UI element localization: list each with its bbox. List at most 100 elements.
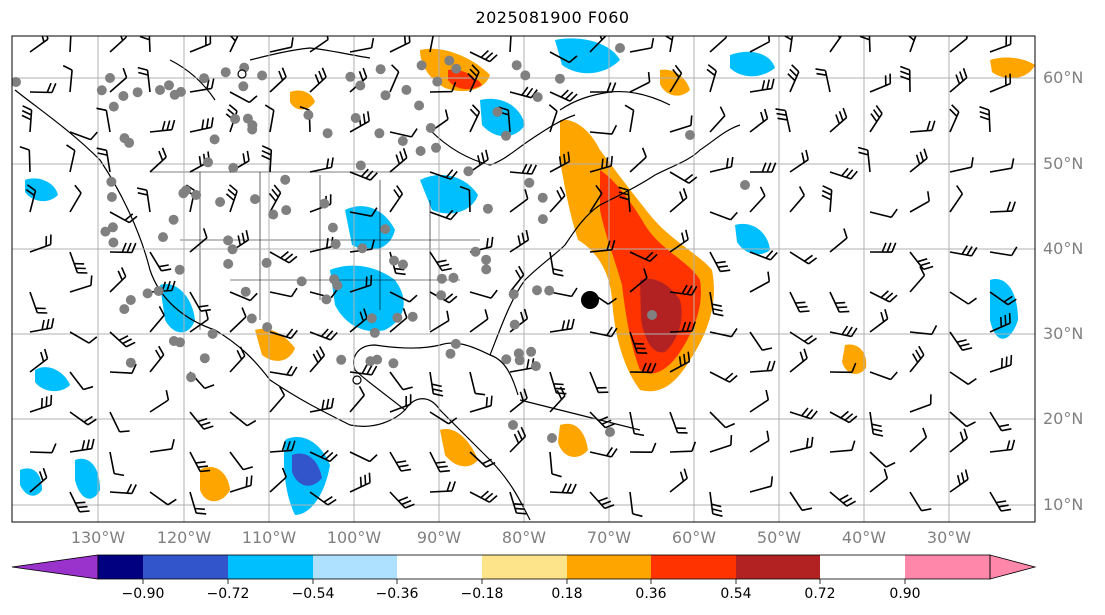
wind-barb <box>389 64 400 93</box>
station-marker <box>388 358 399 369</box>
wind-barb <box>189 228 208 253</box>
wind-barb <box>669 229 689 253</box>
station-marker <box>448 272 459 283</box>
wind-barb <box>109 451 125 477</box>
colorbar-cell <box>651 555 736 579</box>
wind-barb <box>709 435 733 453</box>
station-marker <box>262 322 273 333</box>
wind-barb <box>469 50 498 63</box>
wind-barb <box>389 491 415 509</box>
colorbar-cell <box>905 555 990 579</box>
colorbar-cell <box>736 555 820 579</box>
wind-barb <box>509 36 512 53</box>
wind-barb <box>789 491 813 512</box>
wind-barb <box>189 36 212 53</box>
station-marker <box>397 136 408 146</box>
station-marker <box>220 67 231 78</box>
colorbar-tick-label: −0.90 <box>121 586 165 602</box>
wind-barb <box>749 36 771 53</box>
station-marker <box>186 372 197 383</box>
station-marker <box>228 162 239 173</box>
wind-barb <box>459 185 471 213</box>
wind-barb <box>709 251 731 273</box>
wind-barb <box>629 37 655 53</box>
station-marker <box>230 113 241 124</box>
wind-barb <box>389 451 412 472</box>
wind-barb <box>229 346 246 373</box>
wind-barb <box>709 411 736 429</box>
station-marker <box>431 142 441 153</box>
station-marker <box>508 289 519 300</box>
wind-barb <box>309 491 337 506</box>
wind-barb <box>869 371 898 381</box>
wind-barb <box>749 360 776 373</box>
station-marker <box>142 288 153 299</box>
station-marker <box>119 304 130 315</box>
wind-barb <box>268 184 282 213</box>
wind-barb <box>109 36 128 53</box>
wind-barb <box>829 228 848 253</box>
wind-barb <box>509 229 530 253</box>
wind-barb <box>709 291 724 317</box>
station-marker <box>100 226 111 237</box>
station-marker <box>125 295 136 305</box>
colorbar-tick-label: 0.36 <box>635 586 667 602</box>
wind-barb <box>829 291 850 313</box>
wind-barb <box>629 491 643 518</box>
wind-barb <box>309 67 327 93</box>
wind-barb <box>749 389 770 413</box>
wind-barb <box>429 310 450 333</box>
wind-barb <box>949 245 978 257</box>
lon-label-60w: 60°W <box>671 528 717 547</box>
wind-barb <box>789 149 809 173</box>
wind-barb <box>829 167 858 180</box>
station-marker <box>268 209 279 220</box>
wind-barb <box>109 242 137 254</box>
wind-barb <box>989 313 1011 333</box>
station-marker <box>132 87 143 98</box>
wind-barb <box>509 163 538 175</box>
station-marker <box>425 123 436 133</box>
station-marker <box>357 243 368 254</box>
station-marker <box>319 198 330 209</box>
wind-barb <box>749 476 774 493</box>
map-frame <box>11 35 1036 523</box>
station-marker <box>509 319 520 330</box>
wind-barb <box>869 308 889 333</box>
wind-barb <box>549 186 566 213</box>
wind-barb <box>509 491 527 515</box>
wind-barb <box>469 309 489 333</box>
wind-barb <box>869 242 897 253</box>
wind-barb <box>189 151 211 173</box>
wind-barb <box>989 246 1018 257</box>
station-marker <box>416 60 427 71</box>
wind-barb <box>589 155 613 173</box>
map-title: 2025081900 F060 <box>475 8 630 27</box>
station-marker <box>436 290 447 301</box>
wind-barb <box>229 91 258 104</box>
station-marker <box>261 257 272 268</box>
station-marker <box>209 134 220 145</box>
station-marker <box>508 420 518 430</box>
station-marker <box>415 146 426 156</box>
wind-barb <box>509 265 525 293</box>
wind-barb <box>139 36 151 53</box>
wind-barb <box>189 309 209 333</box>
wind-barb <box>469 451 496 468</box>
wind-barb <box>389 148 408 173</box>
wind-barb <box>309 157 334 173</box>
wind-barb <box>29 291 48 314</box>
wind-barb <box>229 291 258 302</box>
wind-barb <box>225 184 238 213</box>
station-marker <box>296 276 307 287</box>
wind-barb <box>709 36 728 53</box>
station-marker <box>615 43 625 53</box>
station-marker <box>481 254 492 265</box>
wind-barb <box>909 345 925 373</box>
wind-barb <box>789 186 806 213</box>
station-marker <box>345 71 356 82</box>
wind-barb <box>789 251 818 265</box>
wind-barb <box>589 82 617 93</box>
station-marker <box>329 274 340 285</box>
station-marker <box>389 255 399 266</box>
